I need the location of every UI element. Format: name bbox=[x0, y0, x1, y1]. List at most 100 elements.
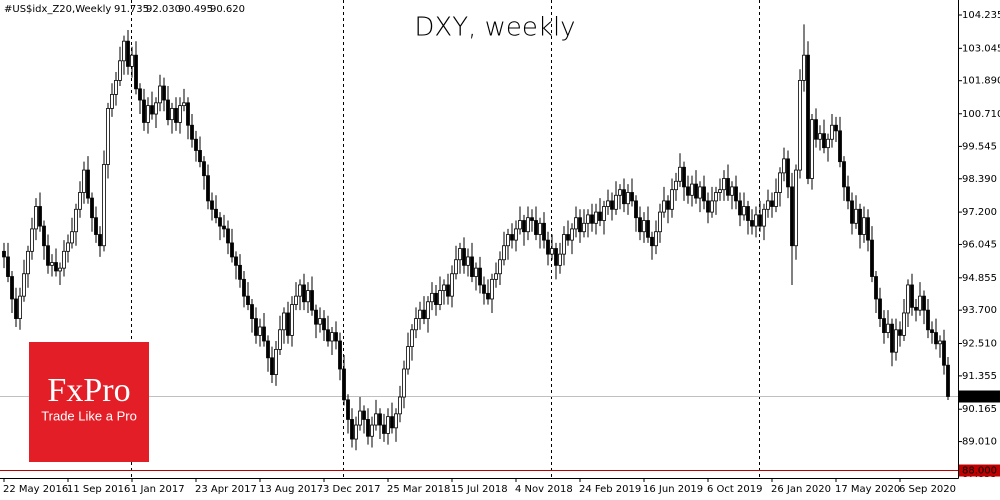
candle-body bbox=[722, 178, 726, 191]
candle-body bbox=[630, 192, 634, 202]
candle-body bbox=[150, 105, 154, 115]
candle-body bbox=[718, 189, 722, 193]
x-tick-label: 15 Jul 2018 bbox=[451, 484, 508, 495]
candle-body bbox=[382, 424, 386, 434]
y-tick-label: 93.700 bbox=[962, 305, 997, 316]
candle-body bbox=[486, 292, 490, 300]
candle-body bbox=[350, 419, 354, 440]
candle-body bbox=[886, 323, 890, 333]
candle-body bbox=[466, 256, 470, 266]
candle-body bbox=[330, 332, 334, 342]
candle-body bbox=[938, 340, 942, 345]
candle-body bbox=[374, 413, 378, 426]
candle-body bbox=[622, 189, 626, 205]
candle-body bbox=[506, 234, 510, 247]
candle-body bbox=[342, 368, 346, 401]
candle-body bbox=[98, 234, 102, 247]
candle-body bbox=[910, 284, 914, 308]
candle-body bbox=[902, 312, 906, 336]
x-tick-label: 24 Feb 2019 bbox=[579, 484, 641, 495]
candle-body bbox=[58, 267, 62, 272]
candle-body bbox=[582, 222, 586, 233]
candle-body bbox=[418, 309, 422, 319]
candle-body bbox=[254, 318, 258, 336]
candle-body bbox=[18, 295, 22, 319]
candle-body bbox=[890, 323, 894, 353]
candle-body bbox=[650, 236, 654, 247]
candle-body bbox=[906, 284, 910, 314]
candle-body bbox=[362, 410, 366, 420]
candle-body bbox=[618, 189, 622, 196]
candle-body bbox=[158, 85, 162, 104]
candle-body bbox=[6, 256, 10, 277]
candle-body bbox=[94, 217, 98, 235]
candle-body bbox=[234, 256, 238, 266]
candle-body bbox=[66, 242, 70, 252]
candle-body bbox=[814, 119, 818, 140]
candle-body bbox=[182, 102, 186, 107]
candle-body bbox=[38, 206, 42, 227]
candle-body bbox=[478, 267, 482, 286]
candle-body bbox=[126, 40, 130, 67]
candle-body bbox=[566, 234, 570, 241]
candle-body bbox=[30, 228, 34, 252]
ohlc-open: 91.735 bbox=[114, 4, 149, 15]
candle-body bbox=[594, 211, 598, 224]
candle-body bbox=[870, 239, 874, 277]
logo-box bbox=[29, 342, 149, 462]
candle-body bbox=[278, 329, 282, 350]
candle-body bbox=[202, 161, 206, 177]
candle-body bbox=[494, 273, 498, 280]
candle-body bbox=[674, 180, 678, 191]
candle-body bbox=[842, 161, 846, 188]
candle-body bbox=[574, 217, 578, 230]
candle-body bbox=[586, 214, 590, 224]
candle-body bbox=[490, 278, 494, 300]
candle-body bbox=[190, 124, 194, 140]
candle-body bbox=[226, 228, 230, 244]
candle-body bbox=[74, 208, 78, 233]
y-tick-label: 90.165 bbox=[962, 404, 997, 415]
candle-body bbox=[782, 158, 786, 174]
candle-body bbox=[210, 200, 214, 210]
candle-body bbox=[762, 208, 766, 227]
candle-body bbox=[134, 54, 138, 90]
candle-body bbox=[822, 133, 826, 149]
candle-body bbox=[50, 262, 54, 266]
candle-body bbox=[894, 329, 898, 353]
candle-body bbox=[142, 99, 146, 123]
candle-body bbox=[790, 186, 794, 247]
candle-body bbox=[62, 250, 66, 269]
candle-body bbox=[638, 217, 642, 233]
candle-body bbox=[26, 250, 30, 275]
candle-body bbox=[678, 166, 682, 182]
candle-body bbox=[410, 329, 414, 347]
candle-body bbox=[422, 309, 426, 319]
candle-body bbox=[262, 326, 266, 342]
candle-body bbox=[898, 329, 902, 336]
price-tag-label: 88.000 bbox=[962, 466, 997, 477]
candle-body bbox=[82, 169, 86, 193]
y-tick-label: 101.890 bbox=[962, 76, 1000, 87]
candle-body bbox=[778, 172, 782, 193]
candle-body bbox=[338, 340, 342, 370]
candle-body bbox=[206, 175, 210, 202]
candle-body bbox=[390, 416, 394, 429]
candle-body bbox=[690, 183, 694, 196]
y-tick-label: 91.355 bbox=[962, 371, 997, 382]
x-tick-label: 13 Aug 2017 bbox=[259, 484, 323, 495]
candle-body bbox=[22, 273, 26, 297]
candle-body bbox=[866, 217, 870, 241]
candle-body bbox=[830, 124, 834, 140]
price-tag bbox=[959, 464, 1000, 477]
candle-body bbox=[742, 206, 746, 216]
candle-body bbox=[334, 332, 338, 342]
candle-body bbox=[670, 189, 674, 210]
candle-body bbox=[294, 295, 298, 305]
candle-body bbox=[218, 217, 222, 227]
y-tick-label: 99.545 bbox=[962, 141, 997, 152]
candle-body bbox=[162, 85, 166, 101]
candle-body bbox=[878, 298, 882, 319]
